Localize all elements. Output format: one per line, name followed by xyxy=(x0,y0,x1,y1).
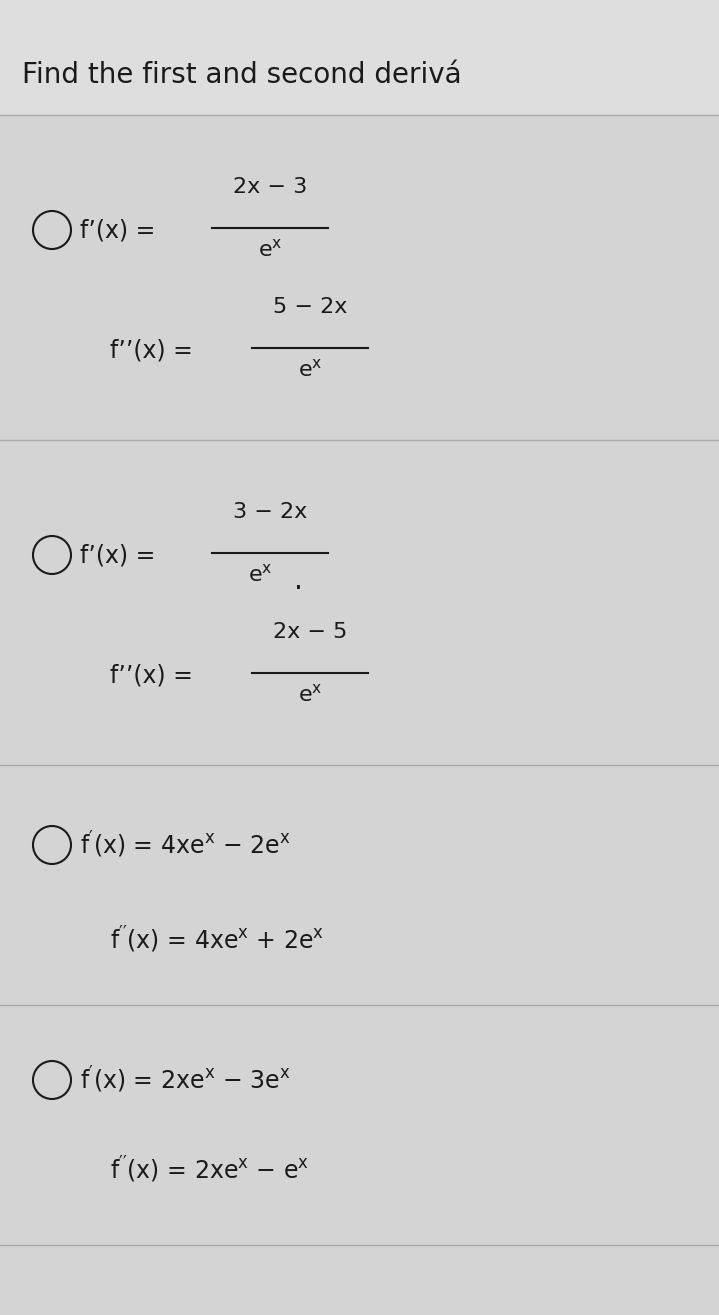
Text: f’(x) =: f’(x) = xyxy=(80,218,155,242)
Text: .: . xyxy=(293,567,303,594)
Text: $e^x$: $e^x$ xyxy=(298,358,322,380)
FancyBboxPatch shape xyxy=(0,0,719,114)
Text: 2x − 3: 2x − 3 xyxy=(233,178,307,197)
Text: f’’(x) =: f’’(x) = xyxy=(110,338,193,362)
Text: $e^x$: $e^x$ xyxy=(248,563,273,585)
Text: f$''$(x) = 4xe$^x$ + 2e$^x$: f$''$(x) = 4xe$^x$ + 2e$^x$ xyxy=(110,924,324,955)
Text: f’(x) =: f’(x) = xyxy=(80,543,155,567)
Text: Find the first and second derivá: Find the first and second derivá xyxy=(22,60,462,89)
Text: $e^x$: $e^x$ xyxy=(298,682,322,705)
Text: $e^x$: $e^x$ xyxy=(257,238,283,260)
Text: f’’(x) =: f’’(x) = xyxy=(110,663,193,686)
Text: f$'$(x) = 4xe$^x$ $-$ 2e$^x$: f$'$(x) = 4xe$^x$ $-$ 2e$^x$ xyxy=(80,830,290,860)
Text: 2x − 5: 2x − 5 xyxy=(273,622,347,642)
Text: 5 − 2x: 5 − 2x xyxy=(273,297,347,317)
Text: f$'$(x) = 2xe$^x$ $-$ 3e$^x$: f$'$(x) = 2xe$^x$ $-$ 3e$^x$ xyxy=(80,1065,290,1095)
Text: f$''$(x) = 2xe$^x$ $-$ e$^x$: f$''$(x) = 2xe$^x$ $-$ e$^x$ xyxy=(110,1155,309,1185)
Text: 3 − 2x: 3 − 2x xyxy=(233,502,307,522)
